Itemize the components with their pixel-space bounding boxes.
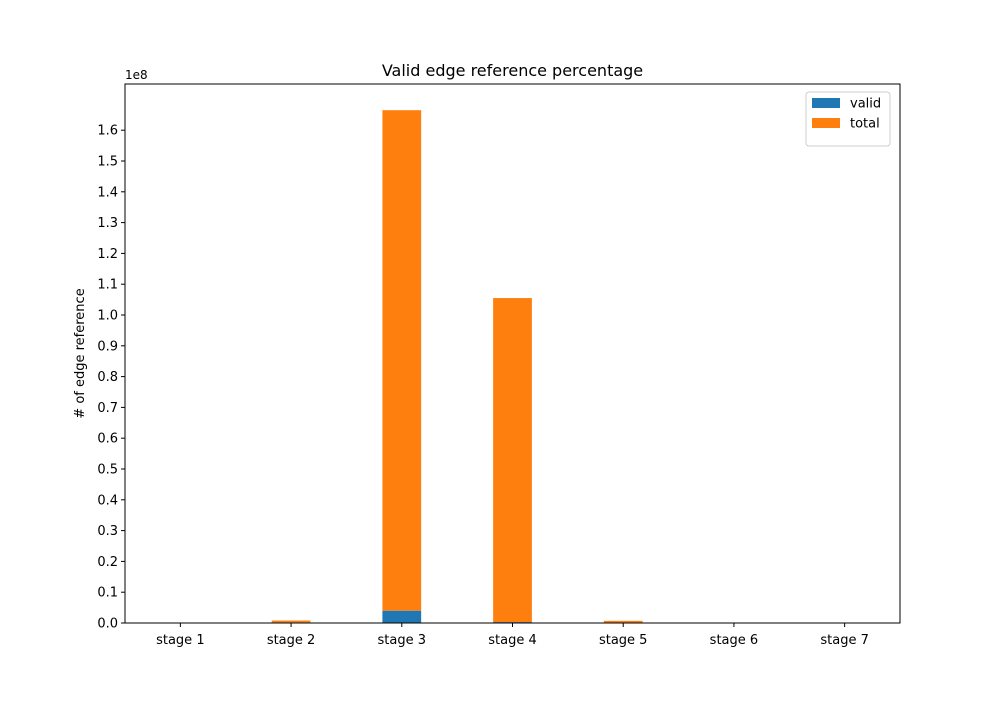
y-tick-label: 1.1 (97, 278, 118, 293)
chart-title: Valid edge reference percentage (382, 61, 643, 80)
legend: valid total (806, 92, 890, 146)
y-tick-label: 1.0 (97, 309, 118, 324)
x-tick-label: stage 1 (156, 633, 205, 648)
x-tick-label: stage 5 (599, 633, 648, 648)
x-tick-label: stage 6 (710, 633, 759, 648)
y-tick-label: 0.8 (97, 370, 118, 385)
y-tick-label: 1.4 (97, 185, 118, 200)
y-tick-label: 1.6 (97, 124, 118, 139)
y-tick-label: 0.2 (97, 555, 118, 570)
bar-total-5 (604, 621, 643, 623)
bar-total-3 (382, 110, 421, 611)
bar-total-2 (272, 621, 311, 623)
x-tick-label: stage 4 (488, 633, 537, 648)
x-tick-label: stage 3 (378, 633, 427, 648)
y-tick-label: 0.4 (97, 493, 118, 508)
y-axis-label: # of edge reference (73, 288, 88, 418)
legend-swatch-total (812, 118, 840, 128)
bar-total-4 (493, 298, 532, 622)
y-tick-label: 1.5 (97, 155, 118, 170)
y-tick-label: 0.7 (97, 401, 118, 416)
y-tick-label: 1.2 (97, 247, 118, 262)
legend-swatch-valid (812, 98, 840, 108)
y-tick-label: 0.3 (97, 524, 118, 539)
x-tick-label: stage 7 (820, 633, 869, 648)
y-tick-label: 1.3 (97, 216, 118, 231)
legend-label-valid: valid (850, 97, 881, 112)
y-tick-label: 0.5 (97, 463, 118, 478)
y-axis-offset-label: 1e8 (125, 68, 148, 82)
bar-valid-3 (382, 611, 421, 623)
y-tick-label: 0.9 (97, 339, 118, 354)
y-tick-label: 0.0 (97, 617, 118, 632)
legend-label-total: total (850, 117, 880, 132)
x-tick-label: stage 2 (267, 633, 316, 648)
y-tick-label: 0.6 (97, 432, 118, 447)
y-tick-label: 0.1 (97, 586, 118, 601)
